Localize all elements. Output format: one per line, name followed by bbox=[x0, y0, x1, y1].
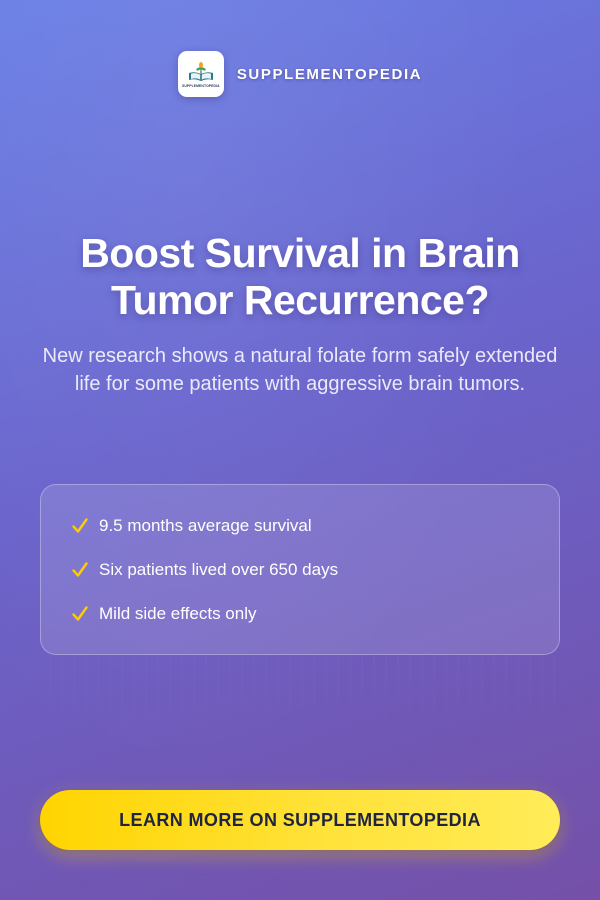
benefit-item: Mild side effects only bbox=[71, 601, 559, 627]
learn-more-button[interactable]: LEARN MORE ON SUPPLEMENTOPEDIA bbox=[40, 790, 560, 850]
headline: Boost Survival in Brain Tumor Recurrence… bbox=[80, 230, 520, 323]
subheadline: New research shows a natural folate form… bbox=[42, 345, 558, 395]
check-icon bbox=[72, 518, 88, 533]
logo-wordmark: SUPPLEMENTOPEDIA bbox=[181, 83, 220, 88]
open-book-with-plant-icon bbox=[188, 61, 213, 81]
benefit-list: 9.5 months average survival Six patients… bbox=[71, 513, 559, 627]
benefit-item: 9.5 months average survival bbox=[71, 513, 559, 539]
benefit-text: Six patients lived over 650 days bbox=[99, 560, 339, 579]
background-texture bbox=[40, 655, 560, 765]
check-icon bbox=[72, 562, 88, 577]
brand-header: SUPPLEMENTOPEDIA SUPPLEMENTOPEDIA bbox=[0, 50, 600, 98]
benefit-text: Mild side effects only bbox=[99, 604, 257, 623]
benefits-card: 9.5 months average survival Six patients… bbox=[40, 484, 560, 655]
check-icon bbox=[72, 606, 88, 621]
benefit-text: 9.5 months average survival bbox=[99, 516, 312, 535]
brand-logo: SUPPLEMENTOPEDIA bbox=[177, 51, 224, 97]
brand-name: SUPPLEMENTOPEDIA bbox=[236, 65, 423, 83]
benefit-item: Six patients lived over 650 days bbox=[71, 557, 559, 583]
